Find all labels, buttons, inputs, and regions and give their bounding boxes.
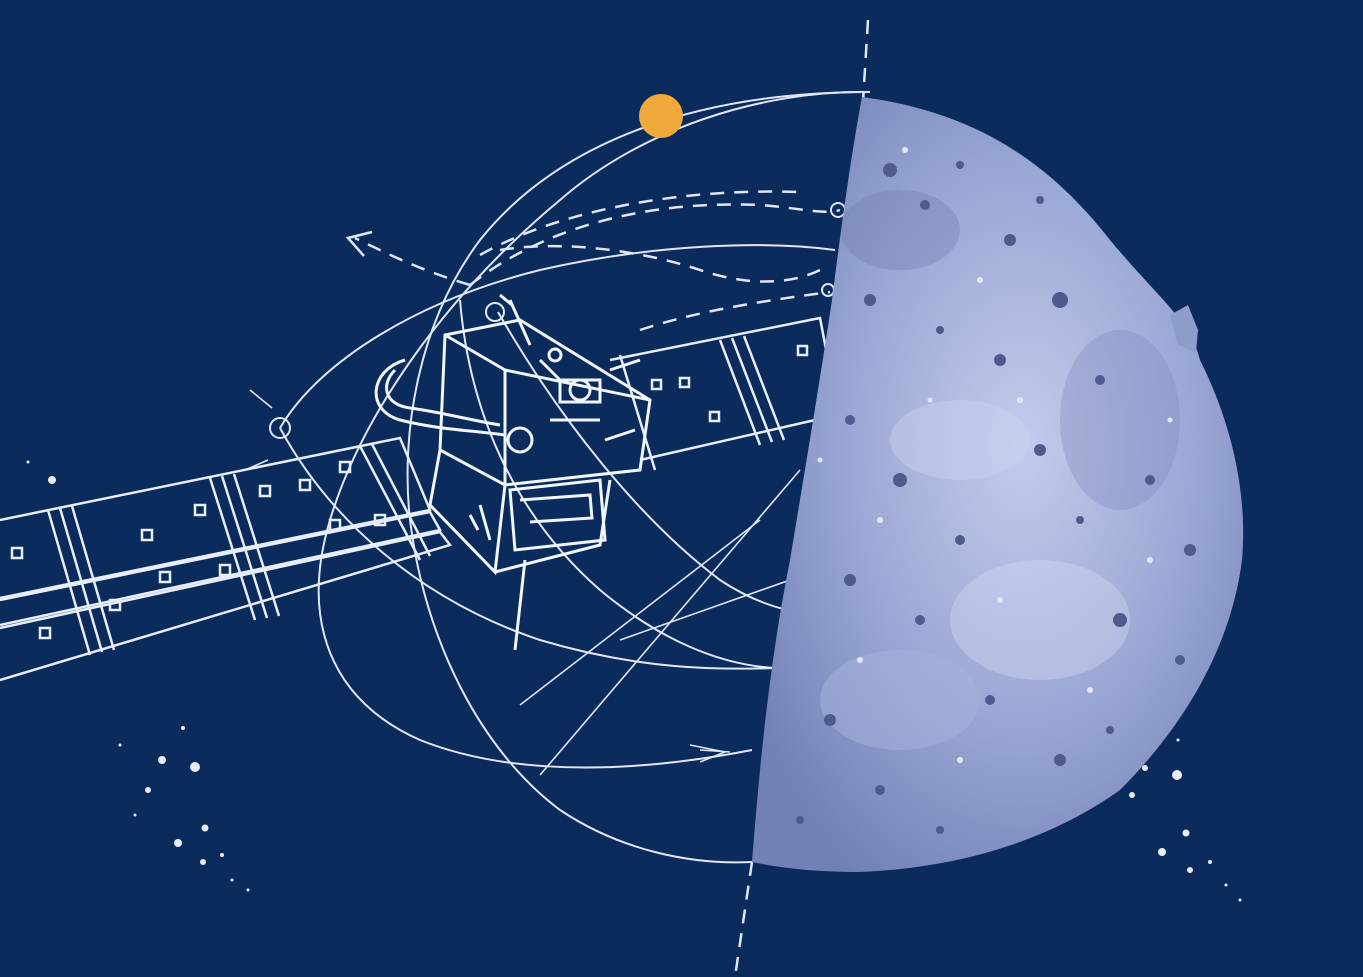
sun-dot: [639, 94, 683, 138]
asteroid: [752, 97, 1244, 872]
grid-lines: [244, 389, 801, 776]
star-cluster-left: [26, 460, 250, 892]
asteroid-boulder: [1170, 305, 1198, 352]
trajectory-arrowhead: [345, 230, 373, 257]
dashed-trajectories: [354, 19, 870, 977]
spacecraft-body: [374, 293, 652, 651]
orbit-linework: [269, 90, 871, 864]
solar-panel-left: [0, 436, 453, 682]
